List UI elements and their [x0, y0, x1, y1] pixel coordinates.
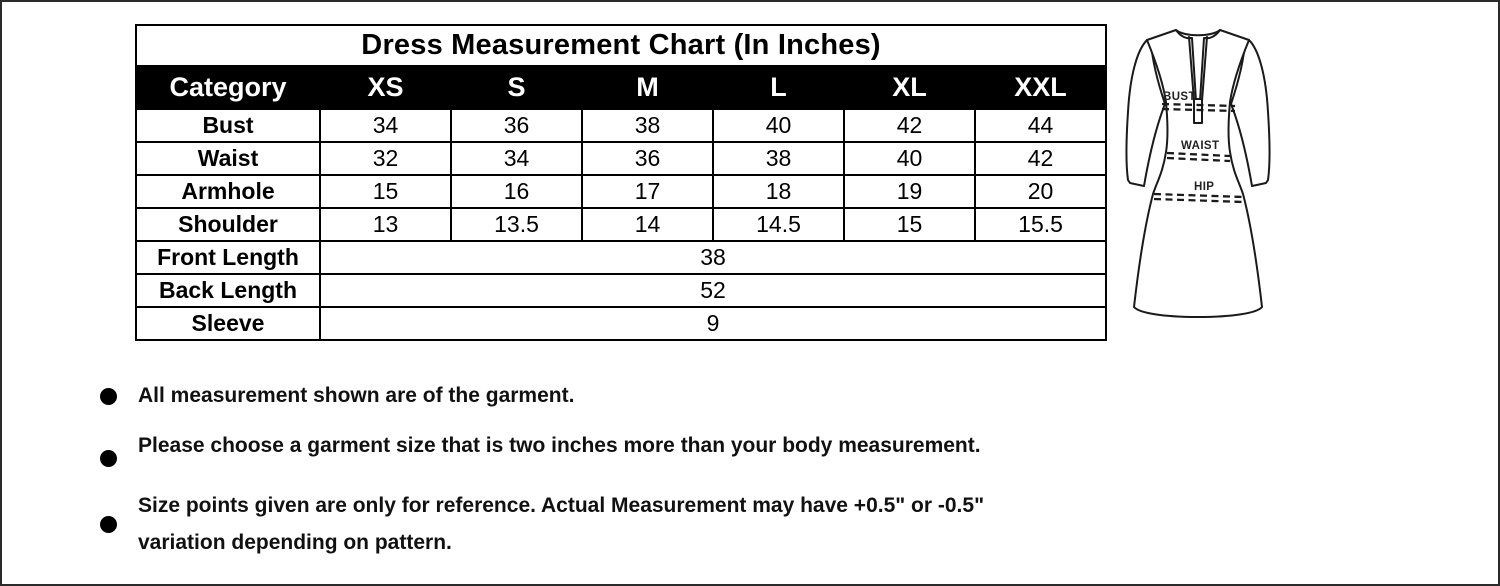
- note-item: All measurement shown are of the garment…: [100, 384, 1140, 408]
- row-label: Bust: [135, 108, 321, 143]
- bullet-icon: [100, 449, 117, 467]
- table-row-armhole: Armhole 15 16 17 18 19 20: [135, 174, 1108, 209]
- cell-value: 52: [318, 273, 1108, 308]
- column-header-xs: XS: [319, 65, 452, 110]
- dress-left-sleeve: [1125, 39, 1166, 187]
- table-row-shoulder: Shoulder 13 13.5 14 14.5 15 15.5: [135, 207, 1108, 242]
- bust-line: [1161, 102, 1236, 108]
- note-text: Size points given are only for reference…: [138, 494, 984, 555]
- cell-value: 42: [973, 141, 1108, 176]
- cell-value: 42: [843, 108, 976, 143]
- cell-value: 20: [973, 174, 1108, 209]
- row-label: Shoulder: [135, 207, 321, 242]
- waist-line: [1166, 156, 1231, 163]
- row-label: Armhole: [135, 174, 321, 209]
- cell-value: 34: [319, 108, 452, 143]
- notes-list: All measurement shown are of the garment…: [100, 384, 1140, 555]
- table-row-waist: Waist 32 34 36 38 40 42: [135, 141, 1108, 176]
- placket-left-outer: [1188, 36, 1195, 102]
- hip-line: [1153, 197, 1245, 204]
- note-text-line: variation depending on pattern.: [138, 531, 452, 554]
- cell-value: 9: [318, 306, 1108, 341]
- note-text-line: Size points given are only for reference…: [138, 494, 985, 517]
- note-text: All measurement shown are of the garment…: [138, 384, 575, 407]
- waist-label: WAIST: [1181, 140, 1219, 152]
- note-item: Please choose a garment size that is two…: [100, 434, 1140, 467]
- table-row-bust: Bust 34 36 38 40 42 44: [135, 108, 1108, 143]
- cell-value: 32: [319, 141, 452, 176]
- cell-value: 36: [581, 141, 714, 176]
- hip-line: [1153, 192, 1245, 199]
- dress-diagram: BUST WAIST HIP: [1125, 29, 1271, 318]
- cell-value: 14.5: [712, 207, 845, 242]
- cell-value: 36: [450, 108, 583, 143]
- cell-value: 15: [319, 174, 452, 209]
- placket-right-outer: [1201, 36, 1208, 102]
- bullet-icon: [100, 387, 117, 405]
- cell-value: 40: [843, 141, 976, 176]
- cell-value: 15.5: [973, 207, 1108, 242]
- table-row-front-length: Front Length 38: [135, 240, 1108, 275]
- hip-label: HIP: [1194, 181, 1214, 193]
- table-header-row: Category XS S M L XL XXL: [135, 65, 1108, 110]
- waist-line: [1166, 151, 1231, 158]
- cell-value: 34: [450, 141, 583, 176]
- bullet-icon: [100, 516, 117, 533]
- cell-value: 38: [712, 141, 845, 176]
- column-header-m: M: [581, 65, 714, 110]
- cell-value: 44: [973, 108, 1108, 143]
- column-header-xxl: XXL: [973, 65, 1108, 110]
- chart-title: Dress Measurement Chart (In Inches): [134, 24, 1108, 67]
- row-label: Front Length: [135, 240, 321, 275]
- bust-line: [1161, 107, 1236, 113]
- cell-value: 17: [581, 174, 714, 209]
- cell-value: 40: [712, 108, 845, 143]
- cell-value: 16: [450, 174, 583, 209]
- cell-value: 13: [319, 207, 452, 242]
- column-header-s: S: [450, 65, 583, 110]
- dress-right-sleeve: [1230, 39, 1271, 187]
- column-header-category: Category: [135, 65, 321, 110]
- table-row-sleeve: Sleeve 9: [135, 306, 1108, 341]
- row-label: Waist: [135, 141, 321, 176]
- dress-body-outline: [1133, 29, 1263, 318]
- column-header-xl: XL: [843, 65, 976, 110]
- cell-value: 19: [843, 174, 976, 209]
- cell-value: 15: [843, 207, 976, 242]
- table-row-back-length: Back Length 52: [135, 273, 1108, 308]
- bust-label: BUST: [1163, 91, 1196, 103]
- row-label: Back Length: [135, 273, 321, 308]
- cell-value: 14: [581, 207, 714, 242]
- row-label: Sleeve: [135, 306, 321, 341]
- note-text: Please choose a garment size that is two…: [138, 434, 981, 457]
- placket-right-inner: [1199, 37, 1205, 102]
- placket-left-inner: [1191, 37, 1197, 102]
- cell-value: 13.5: [450, 207, 583, 242]
- cell-value: 18: [712, 174, 845, 209]
- cell-value: 38: [581, 108, 714, 143]
- size-chart-table: Dress Measurement Chart (In Inches) Cate…: [134, 24, 1108, 341]
- cell-value: 38: [318, 240, 1108, 275]
- note-item: Size points given are only for reference…: [100, 494, 1140, 555]
- column-header-l: L: [712, 65, 845, 110]
